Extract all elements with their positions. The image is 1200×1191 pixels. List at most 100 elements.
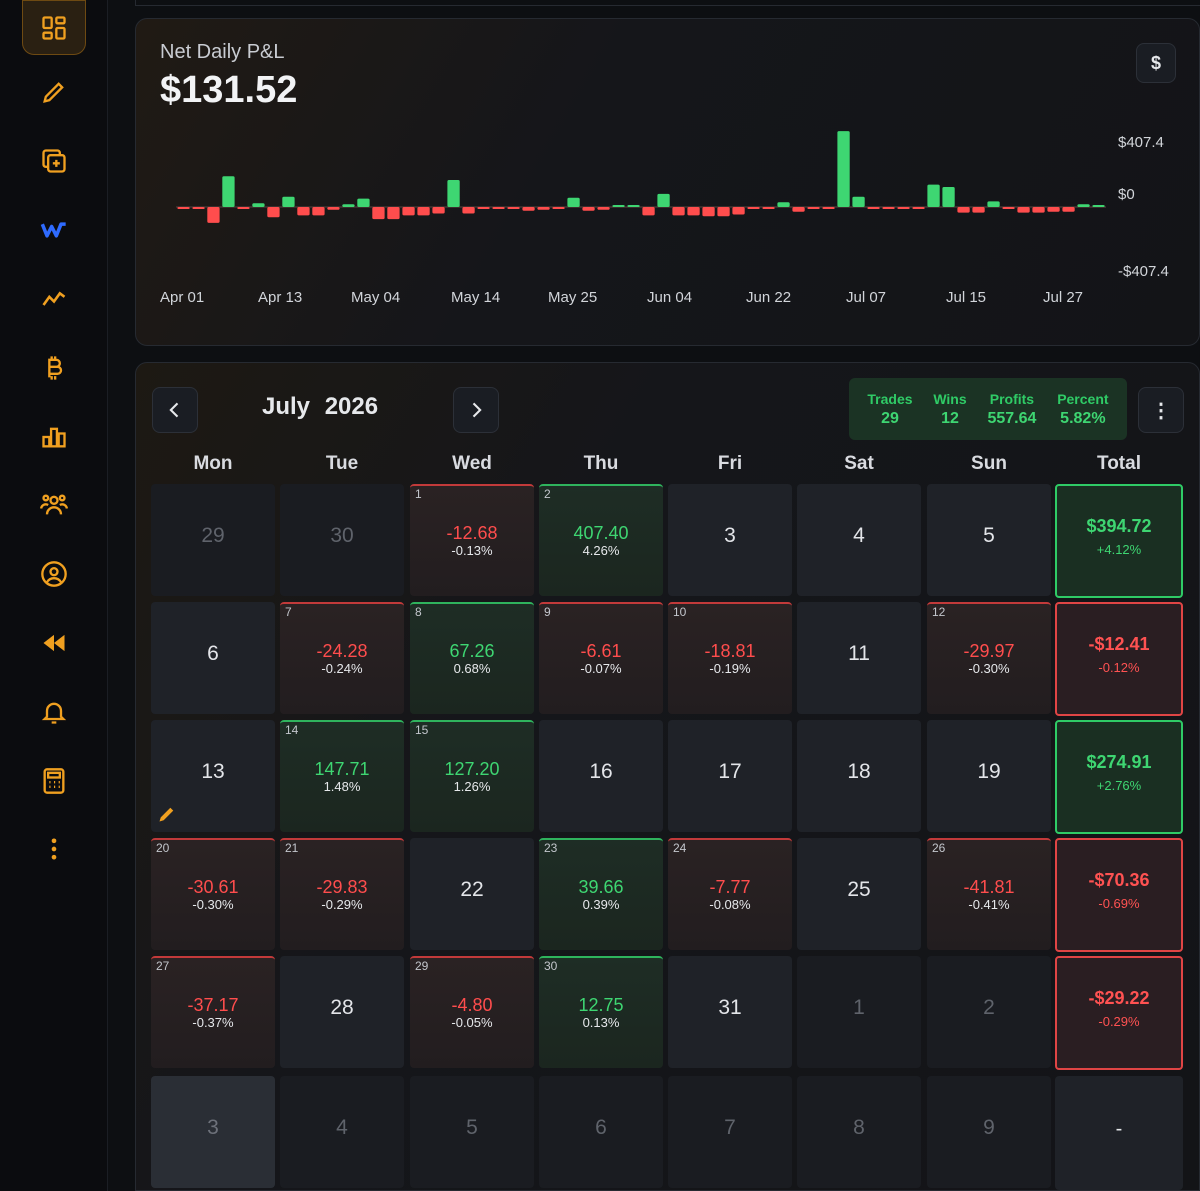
pnl-bar[interactable] (1062, 207, 1075, 212)
calendar-day-cell[interactable]: 16 (539, 720, 663, 832)
calendar-outside-day-cell[interactable]: 5 (410, 1076, 534, 1188)
pnl-bar[interactable] (1002, 207, 1015, 209)
calendar-day-cell[interactable]: 4 (797, 484, 921, 596)
pnl-bar[interactable] (942, 187, 955, 207)
calendar-day-cell[interactable]: 10 -18.81 -0.19% (668, 602, 792, 714)
pnl-bar[interactable] (612, 205, 625, 207)
pnl-bar[interactable] (627, 205, 640, 207)
calendar-day-cell[interactable]: 28 (280, 956, 404, 1068)
pnl-bar[interactable] (657, 193, 670, 207)
calendar-day-cell[interactable]: 1 -12.68 -0.13% (410, 484, 534, 596)
community-button[interactable] (28, 479, 80, 531)
calendar-day-cell[interactable]: 9 -6.61 -0.07% (539, 602, 663, 714)
pnl-bar[interactable] (897, 207, 910, 209)
pnl-bar[interactable] (597, 207, 610, 210)
pnl-bar[interactable] (177, 207, 190, 209)
calendar-day-cell[interactable]: 22 (410, 838, 534, 950)
pnl-bar[interactable] (192, 207, 205, 209)
pnl-bar[interactable] (972, 207, 985, 213)
pnl-bar[interactable] (522, 207, 535, 211)
calendar-day-cell[interactable]: 2 407.40 4.26% (539, 484, 663, 596)
pnl-bar[interactable] (1092, 205, 1105, 207)
pnl-bar[interactable] (867, 207, 880, 209)
calendar-day-cell[interactable]: 21 -29.83 -0.29% (280, 838, 404, 950)
calendar-day-cell[interactable]: 11 (797, 602, 921, 714)
pnl-bar[interactable] (852, 196, 865, 207)
pnl-bar[interactable] (732, 207, 745, 215)
pnl-bar[interactable] (987, 201, 1000, 207)
pnl-bar[interactable] (927, 184, 940, 207)
currency-toggle-button[interactable]: $ (1136, 43, 1176, 83)
previous-month-button[interactable] (152, 387, 198, 433)
w-app-button[interactable] (28, 204, 80, 256)
calendar-day-cell[interactable]: 14 147.71 1.48% (280, 720, 404, 832)
pnl-bar[interactable] (462, 207, 475, 214)
calendar-outside-day-cell[interactable]: 6 (539, 1076, 663, 1188)
next-month-button[interactable] (453, 387, 499, 433)
calendar-menu-button[interactable]: ⋮ (1138, 387, 1184, 433)
more-button[interactable] (28, 823, 80, 875)
calendar-outside-day-cell[interactable]: 3 (151, 1076, 275, 1188)
pnl-bar[interactable] (1077, 204, 1090, 207)
pnl-bar[interactable] (237, 207, 250, 209)
calendar-outside-day-cell[interactable]: 4 (280, 1076, 404, 1188)
calendar-day-cell[interactable]: 24 -7.77 -0.08% (668, 838, 792, 950)
analytics-button[interactable] (28, 272, 80, 324)
calendar-day-cell[interactable]: 7 -24.28 -0.24% (280, 602, 404, 714)
replay-button[interactable] (28, 617, 80, 669)
pnl-bar[interactable] (402, 207, 415, 216)
pnl-bar[interactable] (807, 207, 820, 209)
pnl-bar[interactable] (1017, 207, 1030, 213)
profile-button[interactable] (28, 548, 80, 600)
pnl-bar[interactable] (417, 207, 430, 216)
calendar-day-cell[interactable]: 31 (668, 956, 792, 1068)
pnl-bar[interactable] (267, 207, 280, 218)
pnl-bar[interactable] (912, 207, 925, 209)
pnl-bar[interactable] (642, 207, 655, 216)
pnl-bar[interactable] (822, 207, 835, 209)
journal-button[interactable] (28, 66, 80, 118)
calendar-day-cell[interactable]: 13 (151, 720, 275, 832)
crypto-button[interactable] (28, 342, 80, 394)
pnl-bar[interactable] (372, 207, 385, 220)
pnl-bar[interactable] (882, 207, 895, 209)
calendar-day-cell[interactable]: 17 (668, 720, 792, 832)
pnl-bar[interactable] (837, 131, 850, 207)
pnl-bar[interactable] (282, 196, 295, 207)
pnl-bar[interactable] (747, 207, 760, 209)
pnl-bar[interactable] (252, 203, 265, 207)
calendar-outside-day-cell[interactable]: 7 (668, 1076, 792, 1188)
calendar-outside-day-cell[interactable]: 29 (151, 484, 275, 596)
calculator-button[interactable] (28, 755, 80, 807)
pnl-bar[interactable] (432, 207, 445, 214)
calendar-outside-day-cell[interactable]: 8 (797, 1076, 921, 1188)
calendar-day-cell[interactable]: 15 127.20 1.26% (410, 720, 534, 832)
notifications-button[interactable] (28, 686, 80, 738)
calendar-outside-day-cell[interactable]: 2 (927, 956, 1051, 1068)
calendar-day-cell[interactable]: 19 (927, 720, 1051, 832)
calendar-day-cell[interactable]: 3 (668, 484, 792, 596)
add-trade-button[interactable] (28, 135, 80, 187)
pnl-bar[interactable] (762, 207, 775, 209)
calendar-day-cell[interactable]: 29 -4.80 -0.05% (410, 956, 534, 1068)
pnl-bar[interactable] (342, 204, 355, 207)
pnl-bar[interactable] (957, 207, 970, 213)
calendar-day-cell[interactable]: 26 -41.81 -0.41% (927, 838, 1051, 950)
calendar-outside-day-cell[interactable]: 9 (927, 1076, 1051, 1188)
pnl-bar[interactable] (492, 207, 505, 209)
pnl-bar[interactable] (222, 176, 235, 207)
calendar-day-cell[interactable]: 12 -29.97 -0.30% (927, 602, 1051, 714)
calendar-outside-day-cell[interactable]: 1 (797, 956, 921, 1068)
dashboard-button[interactable] (22, 0, 86, 55)
calendar-day-cell[interactable]: 27 -37.17 -0.37% (151, 956, 275, 1068)
calendar-day-cell[interactable]: 23 39.66 0.39% (539, 838, 663, 950)
pnl-bar[interactable] (507, 207, 520, 209)
calendar-day-cell[interactable]: 25 (797, 838, 921, 950)
calendar-outside-day-cell[interactable]: 30 (280, 484, 404, 596)
calendar-day-cell[interactable]: 30 12.75 0.13% (539, 956, 663, 1068)
pnl-bar[interactable] (672, 207, 685, 216)
pnl-bar[interactable] (687, 207, 700, 216)
pnl-bar[interactable] (537, 207, 550, 210)
pnl-bar[interactable] (1047, 207, 1060, 212)
pnl-bar[interactable] (552, 207, 565, 209)
